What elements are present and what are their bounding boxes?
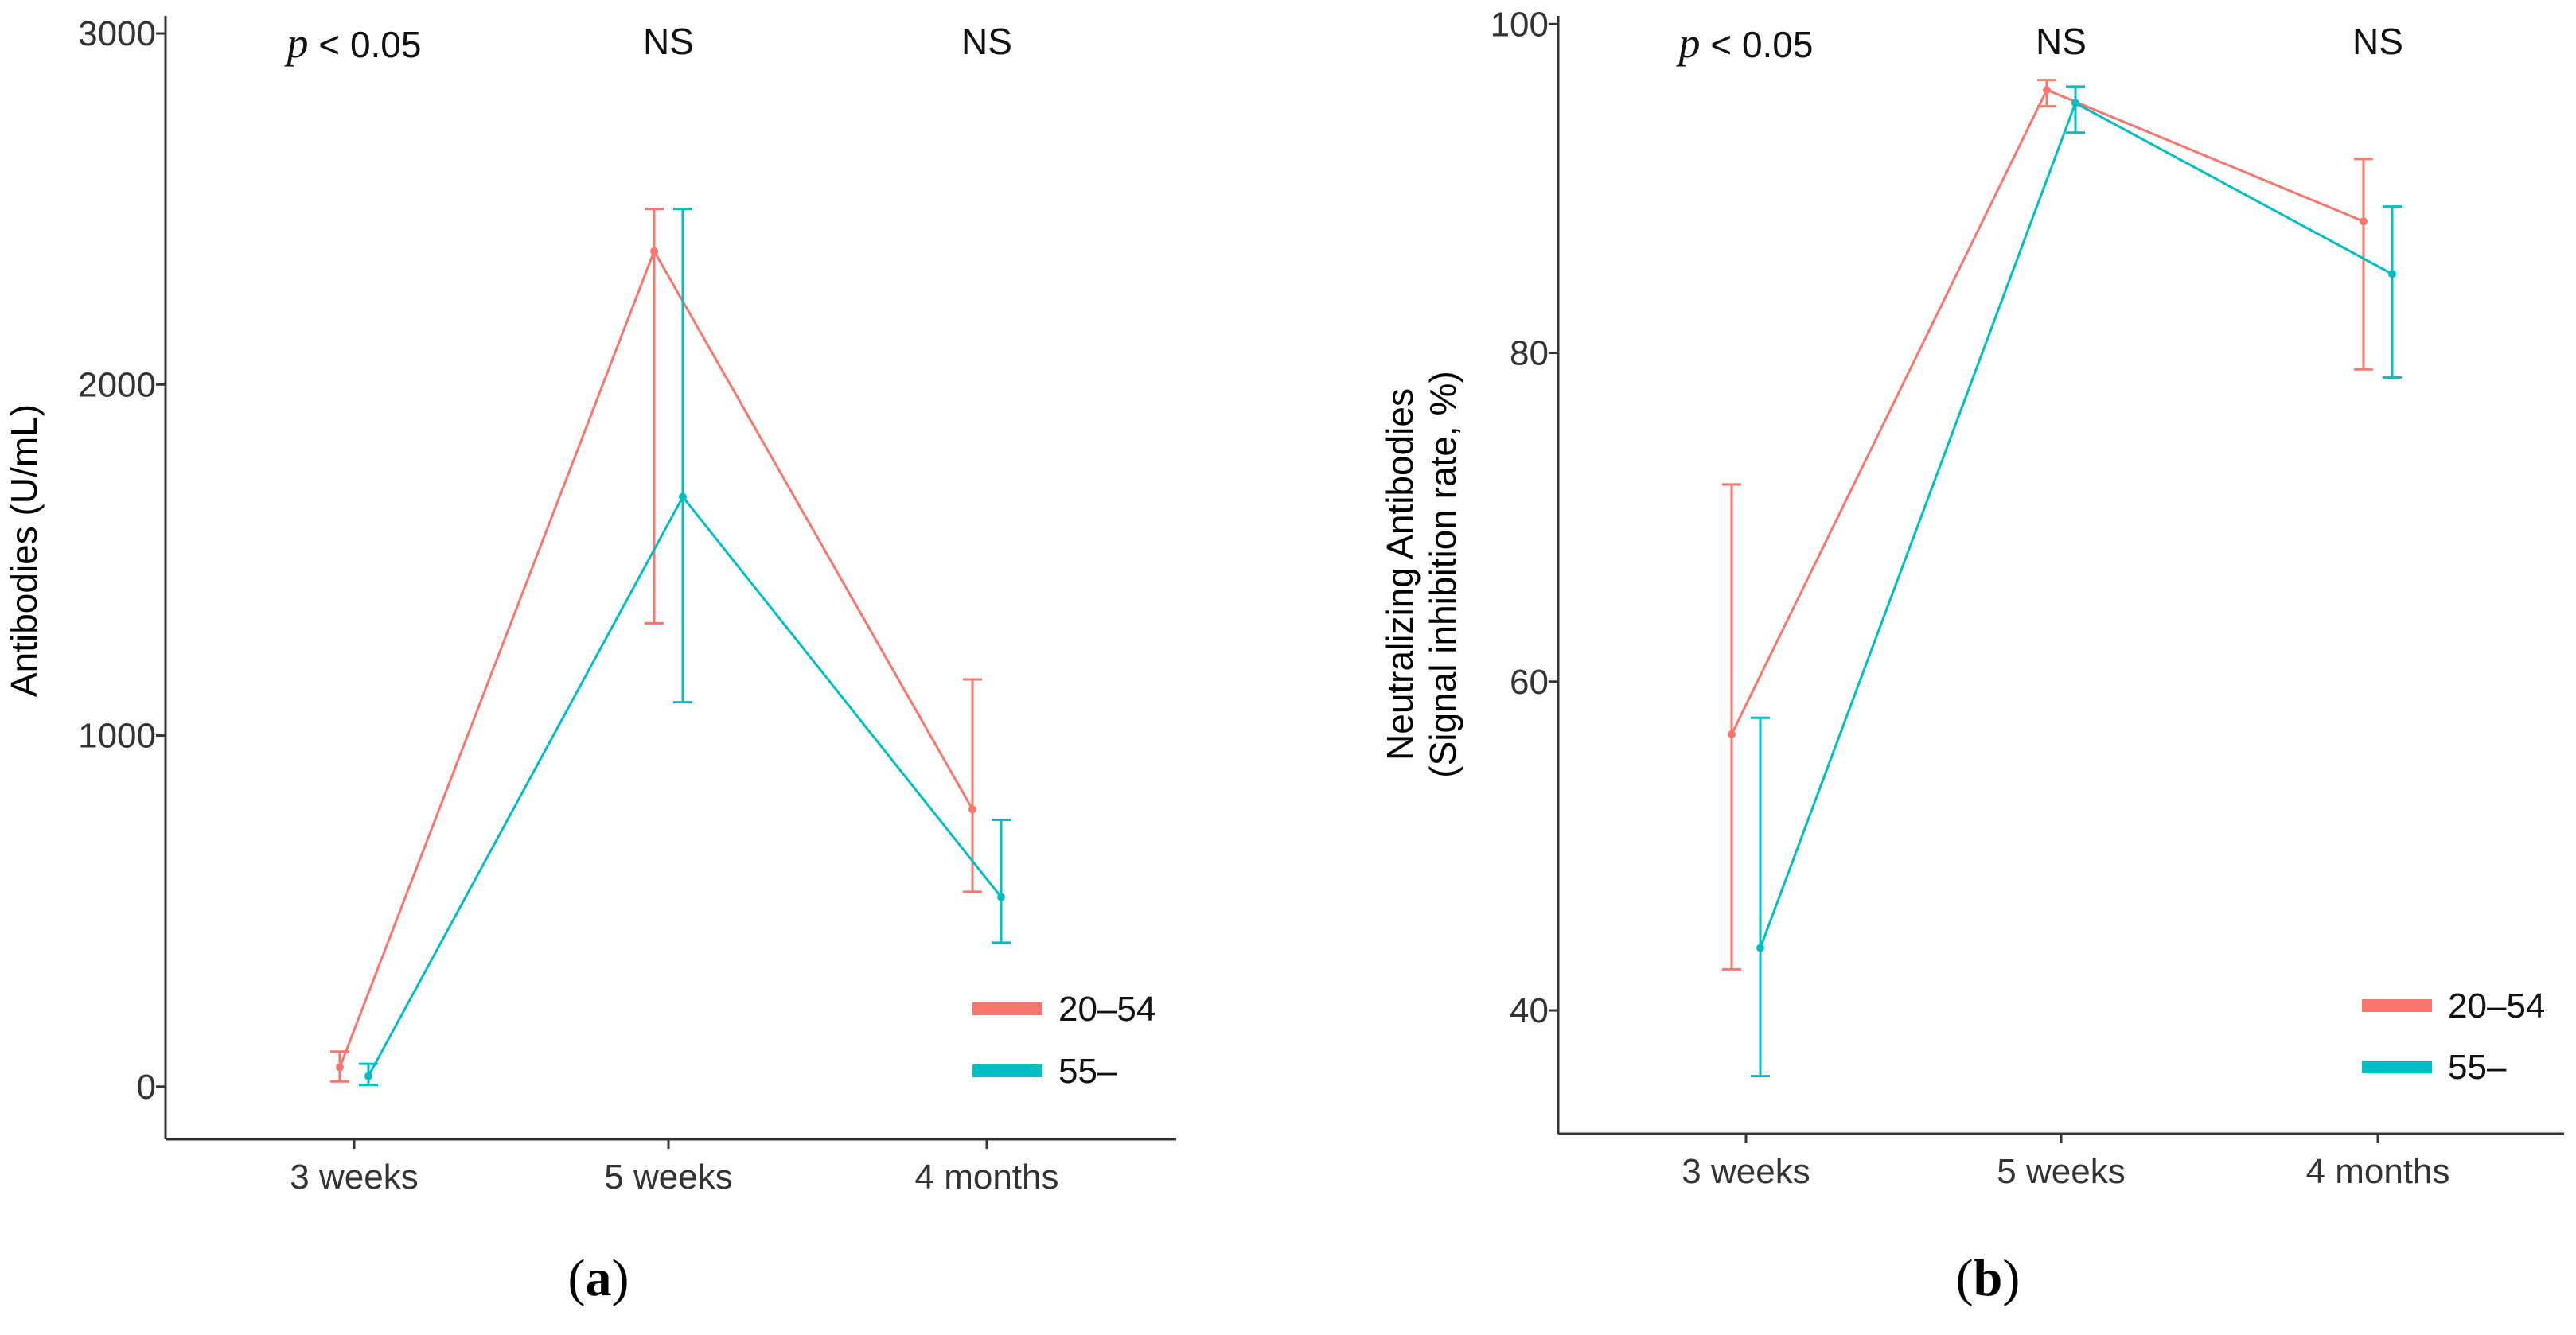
y-tick-label: 3000 xyxy=(78,14,156,53)
legend-label: 55– xyxy=(1058,1052,1117,1091)
y-axis-subtitle: (Signal inhibition rate, %) xyxy=(1422,371,1463,777)
series-line xyxy=(367,494,1003,1077)
chart-panel-b: 40 60 80 100 3 weeks 5 weeks 4 months Neutraliz… xyxy=(1379,5,2564,1307)
panel-label-open: ( xyxy=(1956,1249,1974,1307)
series-line xyxy=(1759,101,2393,949)
p-threshold: < 0.05 xyxy=(309,24,422,65)
data-point xyxy=(2043,85,2051,94)
y-tick-label: 80 xyxy=(1510,334,1549,373)
panel-label-close: ) xyxy=(612,1249,629,1307)
p-symbol: p xyxy=(1676,19,1701,67)
data-point xyxy=(2388,270,2396,278)
y-tick-label: 1000 xyxy=(78,717,156,756)
x-tick-label: 5 weeks xyxy=(604,1158,732,1197)
legend-label: 55– xyxy=(2448,1048,2507,1087)
x-tick-label: 4 months xyxy=(915,1158,1059,1197)
data-point xyxy=(2360,217,2368,226)
significance-annotation: NS xyxy=(961,21,1012,62)
panel-label-letter: a xyxy=(586,1249,612,1307)
p-symbol: p xyxy=(284,19,309,67)
data-point xyxy=(1728,730,1736,738)
y-tick-label: 100 xyxy=(1491,5,1549,44)
y-tick-label: 40 xyxy=(1510,991,1549,1030)
data-point xyxy=(1756,944,1764,952)
x-tick-label: 3 weeks xyxy=(1682,1152,1810,1191)
series-line xyxy=(338,248,974,1068)
y-axis-title: Antibodies (U/mL) xyxy=(3,404,45,697)
data-point xyxy=(650,247,658,255)
panel-label: (a) xyxy=(568,1249,629,1307)
x-tick-label: 3 weeks xyxy=(290,1158,418,1197)
significance-annotation: NS xyxy=(643,21,694,62)
legend-label: 20–54 xyxy=(1058,990,1155,1029)
chart-panel-a: 0 1000 2000 3000 3 weeks 5 weeks 4 months Antib… xyxy=(3,14,1176,1307)
data-point xyxy=(336,1063,344,1072)
y-axis-title: Neutralizing Antibodies xyxy=(1379,388,1421,761)
data-point xyxy=(968,805,976,814)
y-tick-label: 0 xyxy=(137,1068,156,1107)
y-tick-label: 60 xyxy=(1510,663,1549,702)
x-tick-label: 4 months xyxy=(2306,1152,2450,1191)
significance-annotation: NS xyxy=(2036,21,2087,62)
panel-label-close: ) xyxy=(2002,1249,2020,1307)
legend-label: 20–54 xyxy=(2448,987,2545,1026)
data-point xyxy=(2071,99,2079,107)
data-point xyxy=(997,893,1005,901)
series-line xyxy=(1730,88,2364,735)
panel-label-letter: b xyxy=(1974,1249,2003,1307)
panel-label: (b) xyxy=(1956,1249,2021,1307)
data-point xyxy=(679,492,687,501)
significance-annotation: p < 0.05 xyxy=(1676,19,1814,67)
y-tick-label: 2000 xyxy=(78,365,156,404)
panel-label-open: ( xyxy=(568,1249,586,1307)
x-tick-label: 5 weeks xyxy=(1997,1152,2125,1191)
significance-annotation: NS xyxy=(2352,21,2403,62)
significance-annotation: p < 0.05 xyxy=(284,19,422,67)
p-threshold: < 0.05 xyxy=(1701,24,1814,65)
data-point xyxy=(364,1072,372,1080)
